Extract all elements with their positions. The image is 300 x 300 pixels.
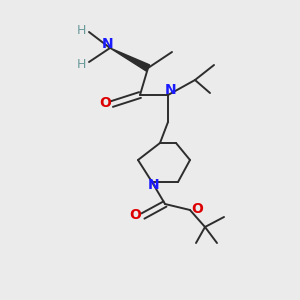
Text: N: N <box>148 178 160 192</box>
Polygon shape <box>110 48 150 71</box>
Text: N: N <box>102 37 114 51</box>
Text: N: N <box>165 83 177 97</box>
Text: H: H <box>76 23 86 37</box>
Text: H: H <box>76 58 86 70</box>
Text: O: O <box>99 96 111 110</box>
Text: O: O <box>129 208 141 222</box>
Text: O: O <box>191 202 203 216</box>
